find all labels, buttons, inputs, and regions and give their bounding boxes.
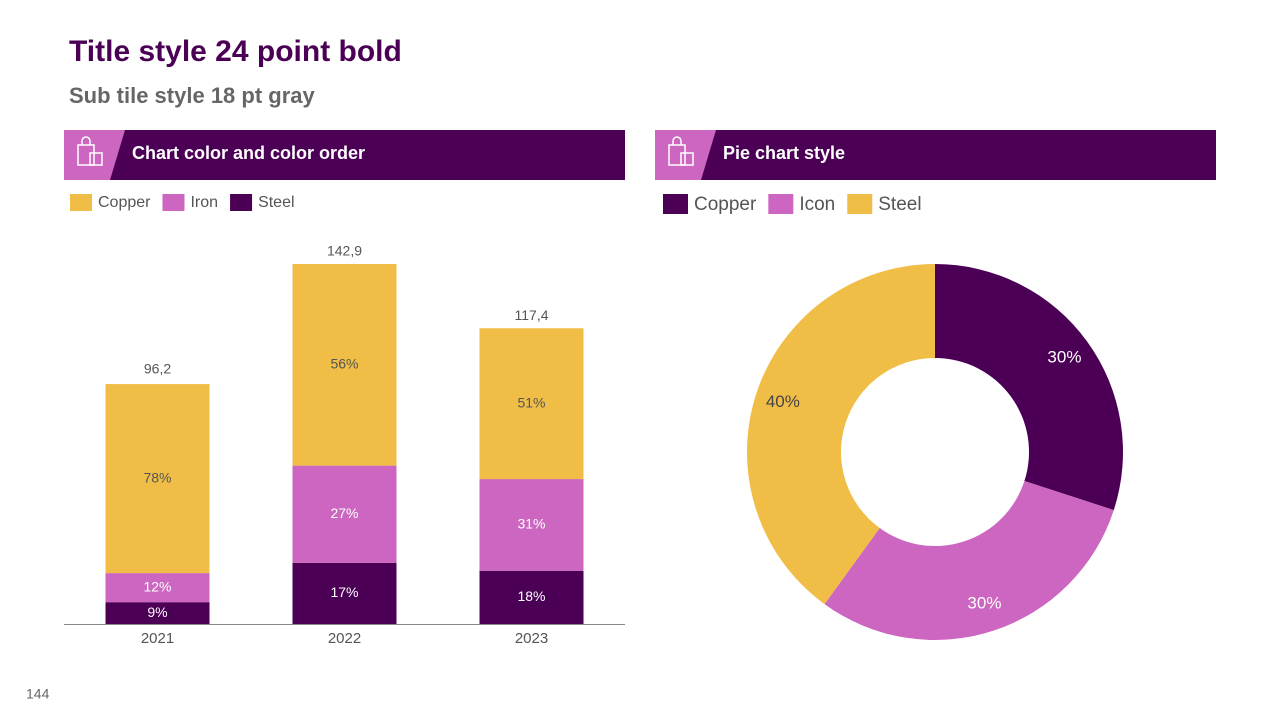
data-label: 56% [330,356,358,372]
legend-label: Icon [799,194,835,215]
legend-label: Steel [258,194,294,211]
bar-segment [292,465,397,563]
legend-swatch [768,194,794,214]
legend-label: Copper [98,194,151,211]
data-label: 51% [517,394,545,410]
donut-slice [824,481,1114,640]
bar-segment [292,562,397,624]
header-bar: Pie chart style [655,130,1216,180]
data-label: 12% [143,578,171,594]
bag-icon [668,136,694,166]
legend-swatch [162,194,185,211]
bar-segment [479,570,584,624]
legend-swatch [70,194,92,211]
data-label: 18% [517,588,545,604]
total-label: 117,4 [515,307,549,323]
legend-swatch [847,194,873,214]
donut-slice [935,264,1123,511]
bar-segment [479,328,584,480]
total-label: 142,9 [327,243,362,259]
legend-label: Iron [190,194,218,211]
bar-segment [479,479,584,571]
bar-segment [105,573,210,603]
data-label: 30% [967,594,1001,613]
x-tick-label: 2021 [141,630,174,647]
data-label: 40% [766,392,800,411]
bar-segment [105,384,210,574]
legend-label: Copper [694,194,757,215]
header-bar: Chart color and color order [64,130,625,180]
data-label: 31% [517,516,545,532]
x-tick-label: 2023 [515,630,548,647]
header-bg [655,130,1216,180]
data-label: 30% [1047,347,1081,366]
header-title: Pie chart style [723,143,845,163]
total-label: 96,2 [144,360,171,376]
header-title: Chart color and color order [132,143,365,163]
legend-swatch [663,194,688,214]
legend-swatch [230,194,253,211]
bag-icon [77,136,103,166]
legend-label: Steel [878,194,921,215]
page-number: 144 [26,686,50,702]
data-label: 27% [330,505,358,521]
data-label: 17% [330,584,358,600]
bar-segment [105,602,210,624]
slide-subtitle: Sub tile style 18 pt gray [69,83,316,108]
data-label: 9% [147,604,167,620]
x-tick-label: 2022 [328,630,361,647]
bar-segment [292,264,397,466]
header-bg [64,130,625,180]
slide-title: Title style 24 point bold [69,35,402,68]
donut-slice [747,264,935,605]
data-label: 78% [143,469,171,485]
